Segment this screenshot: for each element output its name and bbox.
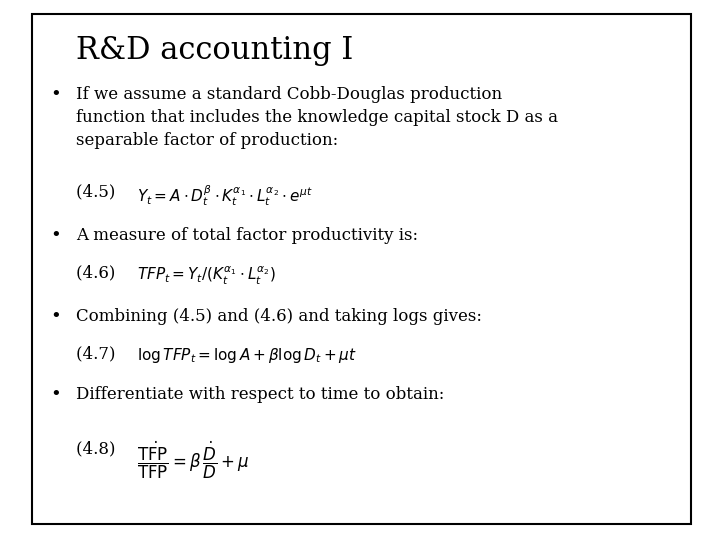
Text: •: • [50,308,61,326]
Text: If we assume a standard Cobb-Douglas production
function that includes the knowl: If we assume a standard Cobb-Douglas pro… [76,86,557,149]
FancyBboxPatch shape [32,14,691,524]
Text: •: • [50,386,61,404]
Text: $TFP_t = Y_t / (K_t^{\alpha_1} \cdot L_t^{\alpha_2})$: $TFP_t = Y_t / (K_t^{\alpha_1} \cdot L_t… [137,265,276,287]
Text: •: • [50,86,61,104]
Text: R&D accounting I: R&D accounting I [76,35,353,66]
Text: Combining (4.5) and (4.6) and taking logs gives:: Combining (4.5) and (4.6) and taking log… [76,308,482,325]
Text: Differentiate with respect to time to obtain:: Differentiate with respect to time to ob… [76,386,444,403]
Text: (4.6): (4.6) [76,265,131,281]
Text: $\log TFP_t = \log A + \beta \log D_t + \mu t$: $\log TFP_t = \log A + \beta \log D_t + … [137,346,356,365]
Text: A measure of total factor productivity is:: A measure of total factor productivity i… [76,227,418,244]
Text: (4.8): (4.8) [76,440,131,457]
Text: $Y_t = A \cdot D_t^{\beta} \cdot K_t^{\alpha_1} \cdot L_t^{\alpha_2} \cdot e^{\m: $Y_t = A \cdot D_t^{\beta} \cdot K_t^{\a… [137,184,312,208]
Text: $\dfrac{\dot{\mathrm{TFP}}}{\mathrm{TFP}} = \beta\,\dfrac{\dot{D}}{D} + \mu$: $\dfrac{\dot{\mathrm{TFP}}}{\mathrm{TFP}… [137,440,249,482]
Text: (4.5): (4.5) [76,184,131,200]
Text: •: • [50,227,61,245]
Text: (4.7): (4.7) [76,346,131,362]
